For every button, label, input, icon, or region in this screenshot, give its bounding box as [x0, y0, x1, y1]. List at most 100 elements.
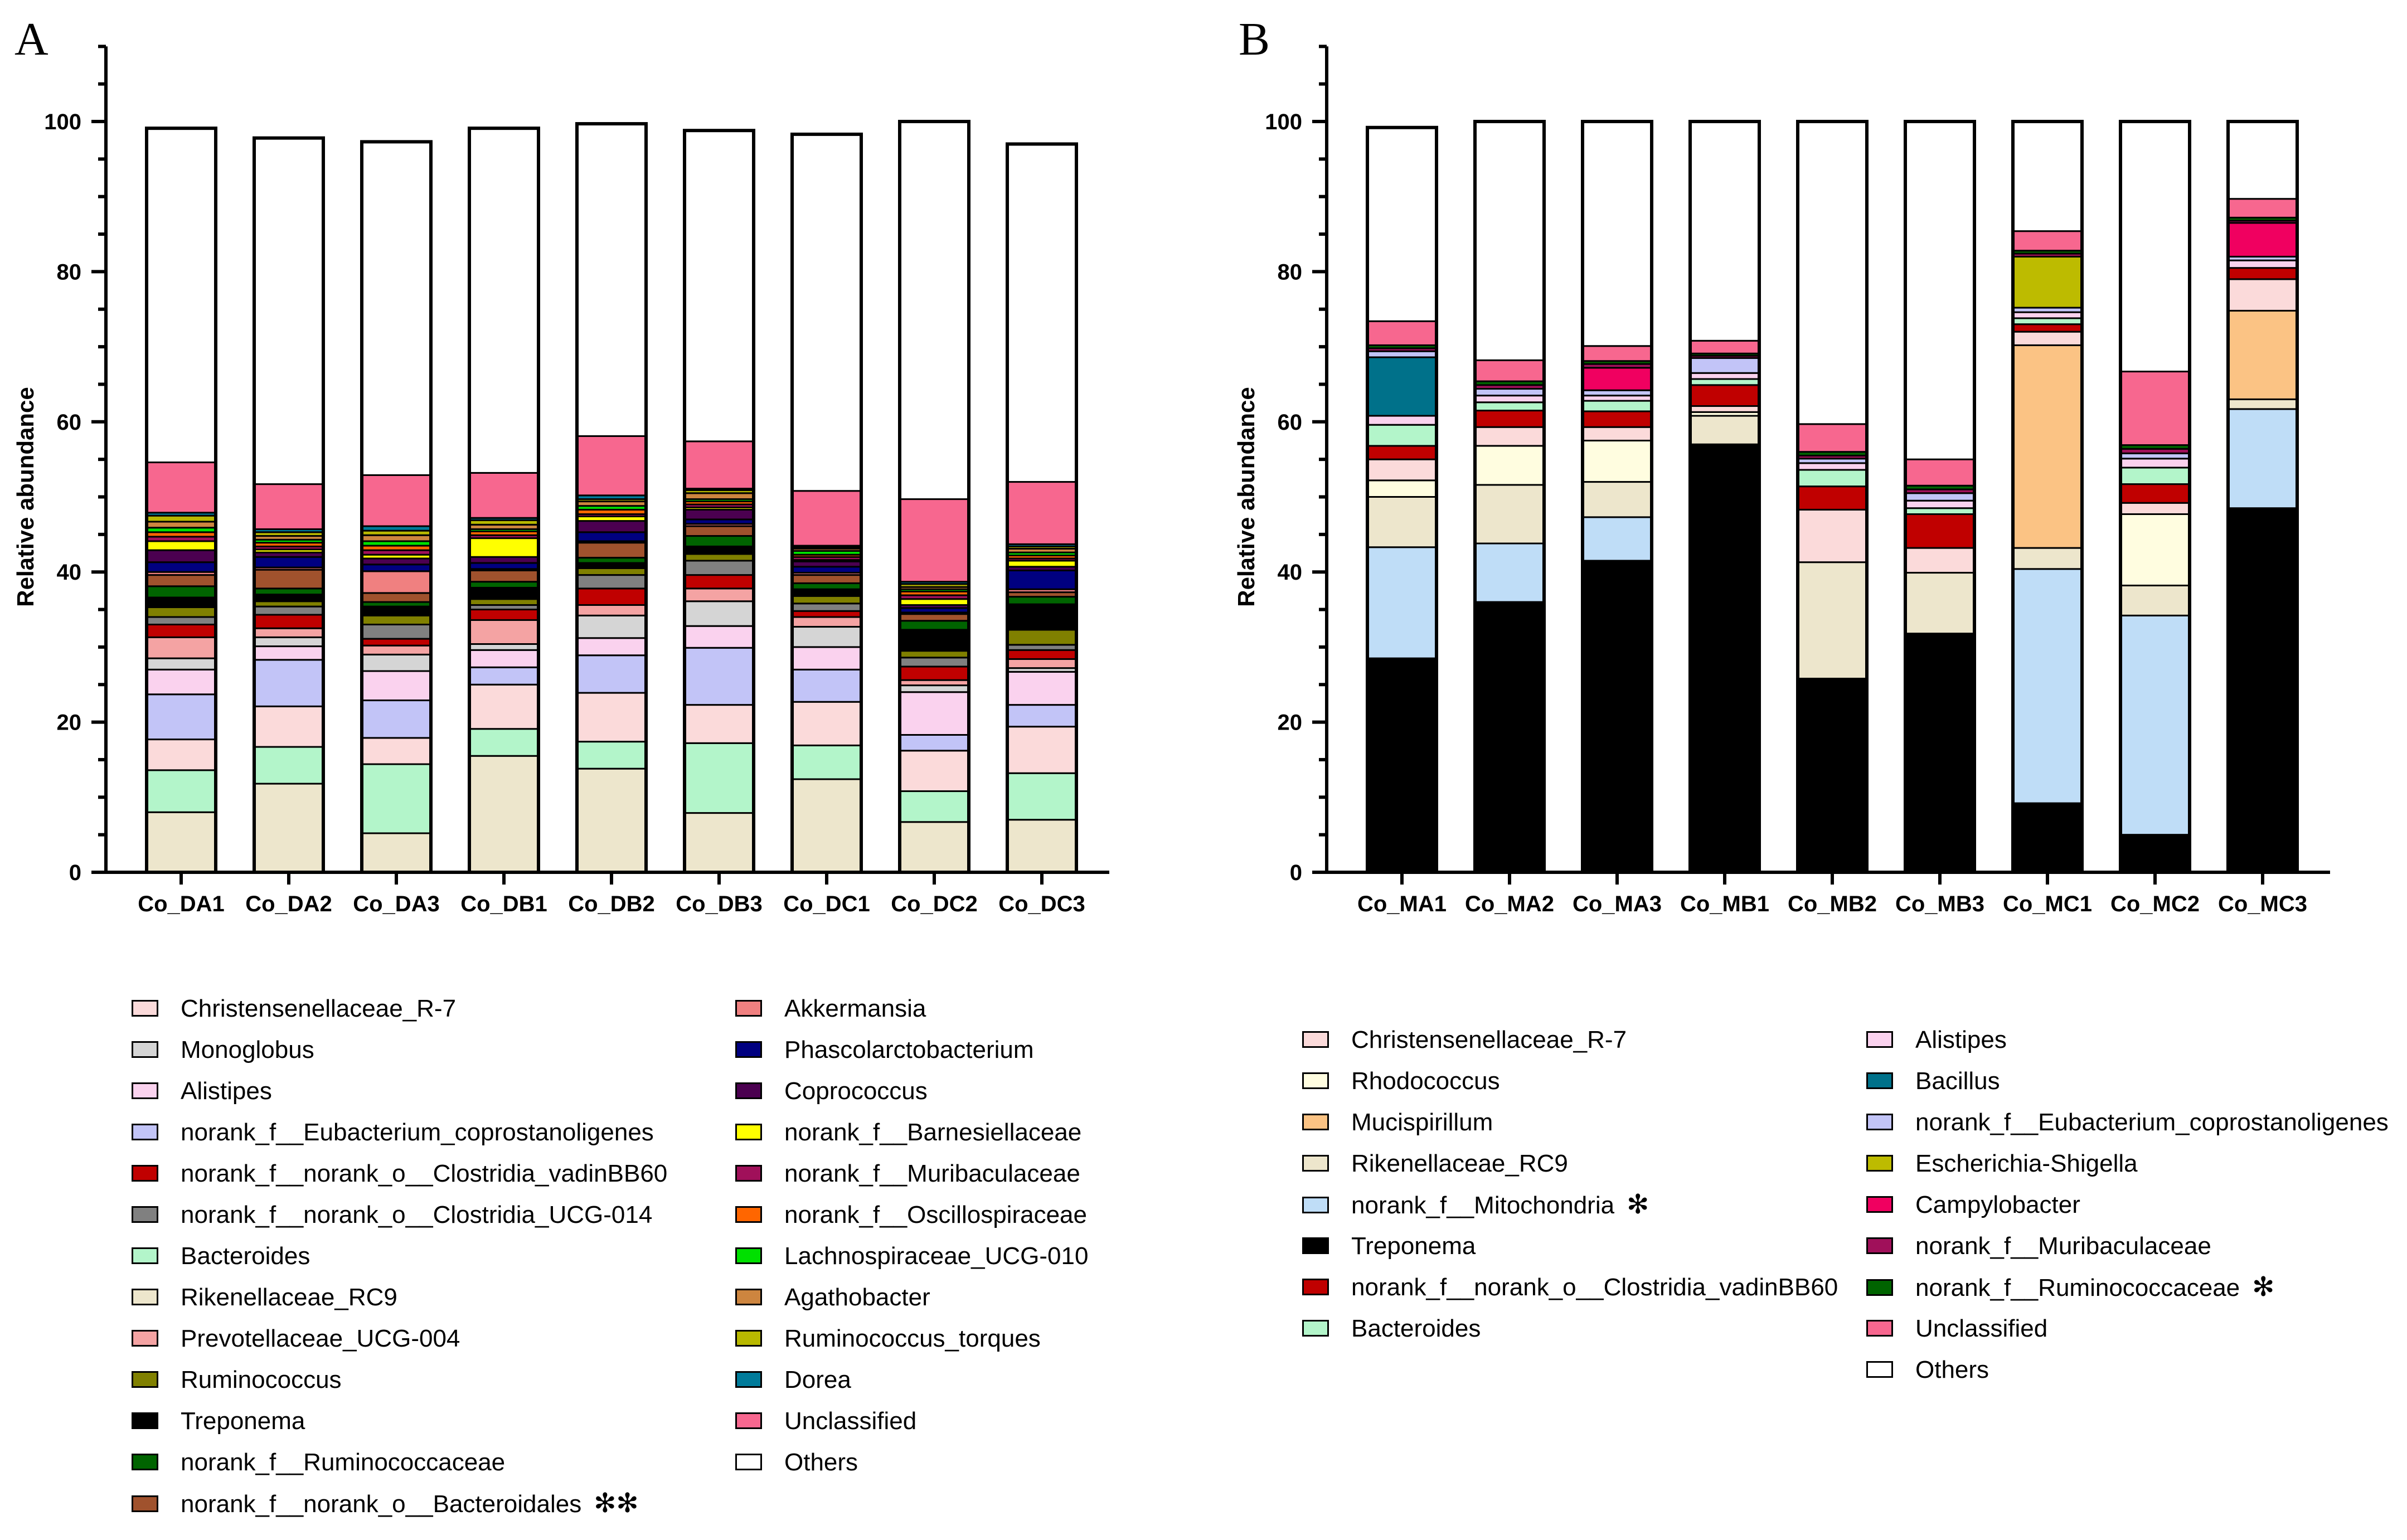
bar-segment	[1904, 507, 1976, 515]
legend-swatch	[735, 1000, 762, 1017]
bar-segment	[2012, 568, 2083, 804]
bar-segment	[2119, 483, 2191, 504]
bar-segment	[145, 127, 217, 464]
legend-item: norank_f__Ruminococcaceae	[132, 1446, 505, 1479]
x-tick-label: Co_DB2	[568, 892, 655, 916]
bar-segment	[791, 626, 862, 648]
bar-segment	[1006, 649, 1078, 660]
bar-outline	[1473, 120, 1546, 874]
bar-segment	[576, 614, 647, 639]
bar-segment	[791, 610, 862, 618]
legend-label: norank_f__Eubacterium_coprostanoligenes	[1915, 1109, 2389, 1136]
bar-segment	[1689, 405, 1760, 413]
legend-item: Mucispirillum	[1302, 1106, 1493, 1139]
legend-swatch	[1866, 1361, 1893, 1378]
y-tick-label: 20	[1278, 711, 1303, 735]
bar-segment	[1797, 561, 1868, 679]
bar-segment	[2227, 278, 2298, 312]
bar-segment	[1006, 481, 1078, 545]
bar-segment	[899, 598, 970, 606]
legend-swatch	[1866, 1155, 1893, 1172]
legend-swatch	[1302, 1155, 1329, 1172]
bar-segment	[1797, 508, 1868, 563]
legend-swatch	[735, 1330, 762, 1347]
legend-item: norank_f__Ruminococcaceae ✻	[1866, 1271, 2274, 1304]
bar-segment	[1366, 356, 1438, 417]
bar-segment	[145, 574, 217, 587]
x-tick-label: Co_MA2	[1465, 892, 1554, 916]
bar-segment	[2227, 267, 2298, 280]
legend-item: Alistipes	[132, 1075, 272, 1108]
bar-segment	[1006, 704, 1078, 728]
bar-segment	[2227, 198, 2298, 218]
bar-segment	[791, 701, 862, 746]
bar-segment	[145, 657, 217, 671]
x-tick-label: Co_MA1	[1357, 892, 1447, 916]
bar-segment	[361, 592, 432, 603]
legend-swatch	[1866, 1196, 1893, 1213]
bar-segment	[253, 587, 324, 596]
legend-item: Lachnospiraceae_UCG-010	[735, 1240, 1088, 1273]
bar-segment	[2227, 259, 2298, 269]
bar-segment	[683, 704, 755, 744]
bar-segment	[791, 646, 862, 671]
legend-swatch	[735, 1454, 762, 1471]
bar-segment	[791, 668, 862, 703]
bar-segment	[2119, 458, 2191, 469]
bar-segment	[145, 596, 217, 609]
legend-item: Monoglobus	[132, 1033, 314, 1067]
legend-swatch	[735, 1165, 762, 1182]
bar-segment	[253, 645, 324, 661]
bar-outline	[2119, 120, 2191, 874]
bar-segment	[253, 636, 324, 648]
bar-segment	[1904, 633, 1976, 873]
y-tick-label: 80	[1278, 260, 1303, 284]
bar-outline	[468, 127, 540, 874]
legend-label: Treponema	[1351, 1232, 1476, 1260]
bar-segment	[2119, 120, 2191, 373]
bar-segment	[899, 650, 970, 659]
legend-swatch	[1866, 1072, 1893, 1090]
bar-segment	[576, 520, 647, 533]
bar-segment	[899, 691, 970, 736]
bar-segment	[1797, 423, 1868, 453]
bar-segment	[791, 595, 862, 605]
bar-segment	[791, 744, 862, 780]
bar-segment	[899, 684, 970, 693]
bar-segment	[899, 657, 970, 668]
legend-label: Rikenellaceae_RC9	[1351, 1150, 1568, 1177]
legend-label: Mucispirillum	[1351, 1109, 1493, 1136]
legend-item: Coprococcus	[735, 1075, 928, 1108]
bar-segment	[1006, 772, 1078, 821]
bar-segment	[145, 636, 217, 659]
legend-swatch	[132, 1495, 158, 1513]
legend-swatch	[735, 1206, 762, 1223]
y-axis-label: Relative abundance	[12, 387, 38, 606]
legend-item: Dorea	[735, 1363, 851, 1397]
bar-segment	[1581, 560, 1653, 873]
legend-item: Bacillus	[1866, 1065, 2000, 1098]
bar-segment	[791, 603, 862, 612]
bar-segment	[1006, 560, 1078, 568]
bar-segment	[145, 811, 217, 873]
bar-segment	[899, 120, 970, 501]
legend-swatch	[1302, 1237, 1329, 1255]
y-tick-label: 40	[57, 560, 82, 585]
bar-segment	[683, 129, 755, 443]
legend-label: norank_f__norank_o__Clostridia_vadinBB60	[1351, 1274, 1838, 1301]
x-tick-label: Co_DC3	[998, 892, 1085, 916]
legend-item: Agathobacter	[735, 1281, 930, 1314]
bar-segment	[1797, 677, 1868, 873]
bar-segment	[1006, 629, 1078, 646]
bar-segment	[2012, 547, 2083, 570]
legend-label: Ruminococcus	[181, 1366, 342, 1393]
bar-segment	[899, 665, 970, 681]
bar-outline	[898, 120, 970, 874]
bar-segment	[145, 668, 217, 696]
bar-segment	[683, 545, 755, 555]
chart-b: Relative abundance 0 20 40 60 80 100 Co_MA1 Co_M…	[1233, 45, 2330, 916]
bar-segment	[145, 549, 217, 563]
y-tick-label: 0	[69, 861, 81, 885]
legend-item: norank_f__Muribaculaceae	[1866, 1230, 2211, 1263]
bar-segment	[2119, 614, 2191, 836]
